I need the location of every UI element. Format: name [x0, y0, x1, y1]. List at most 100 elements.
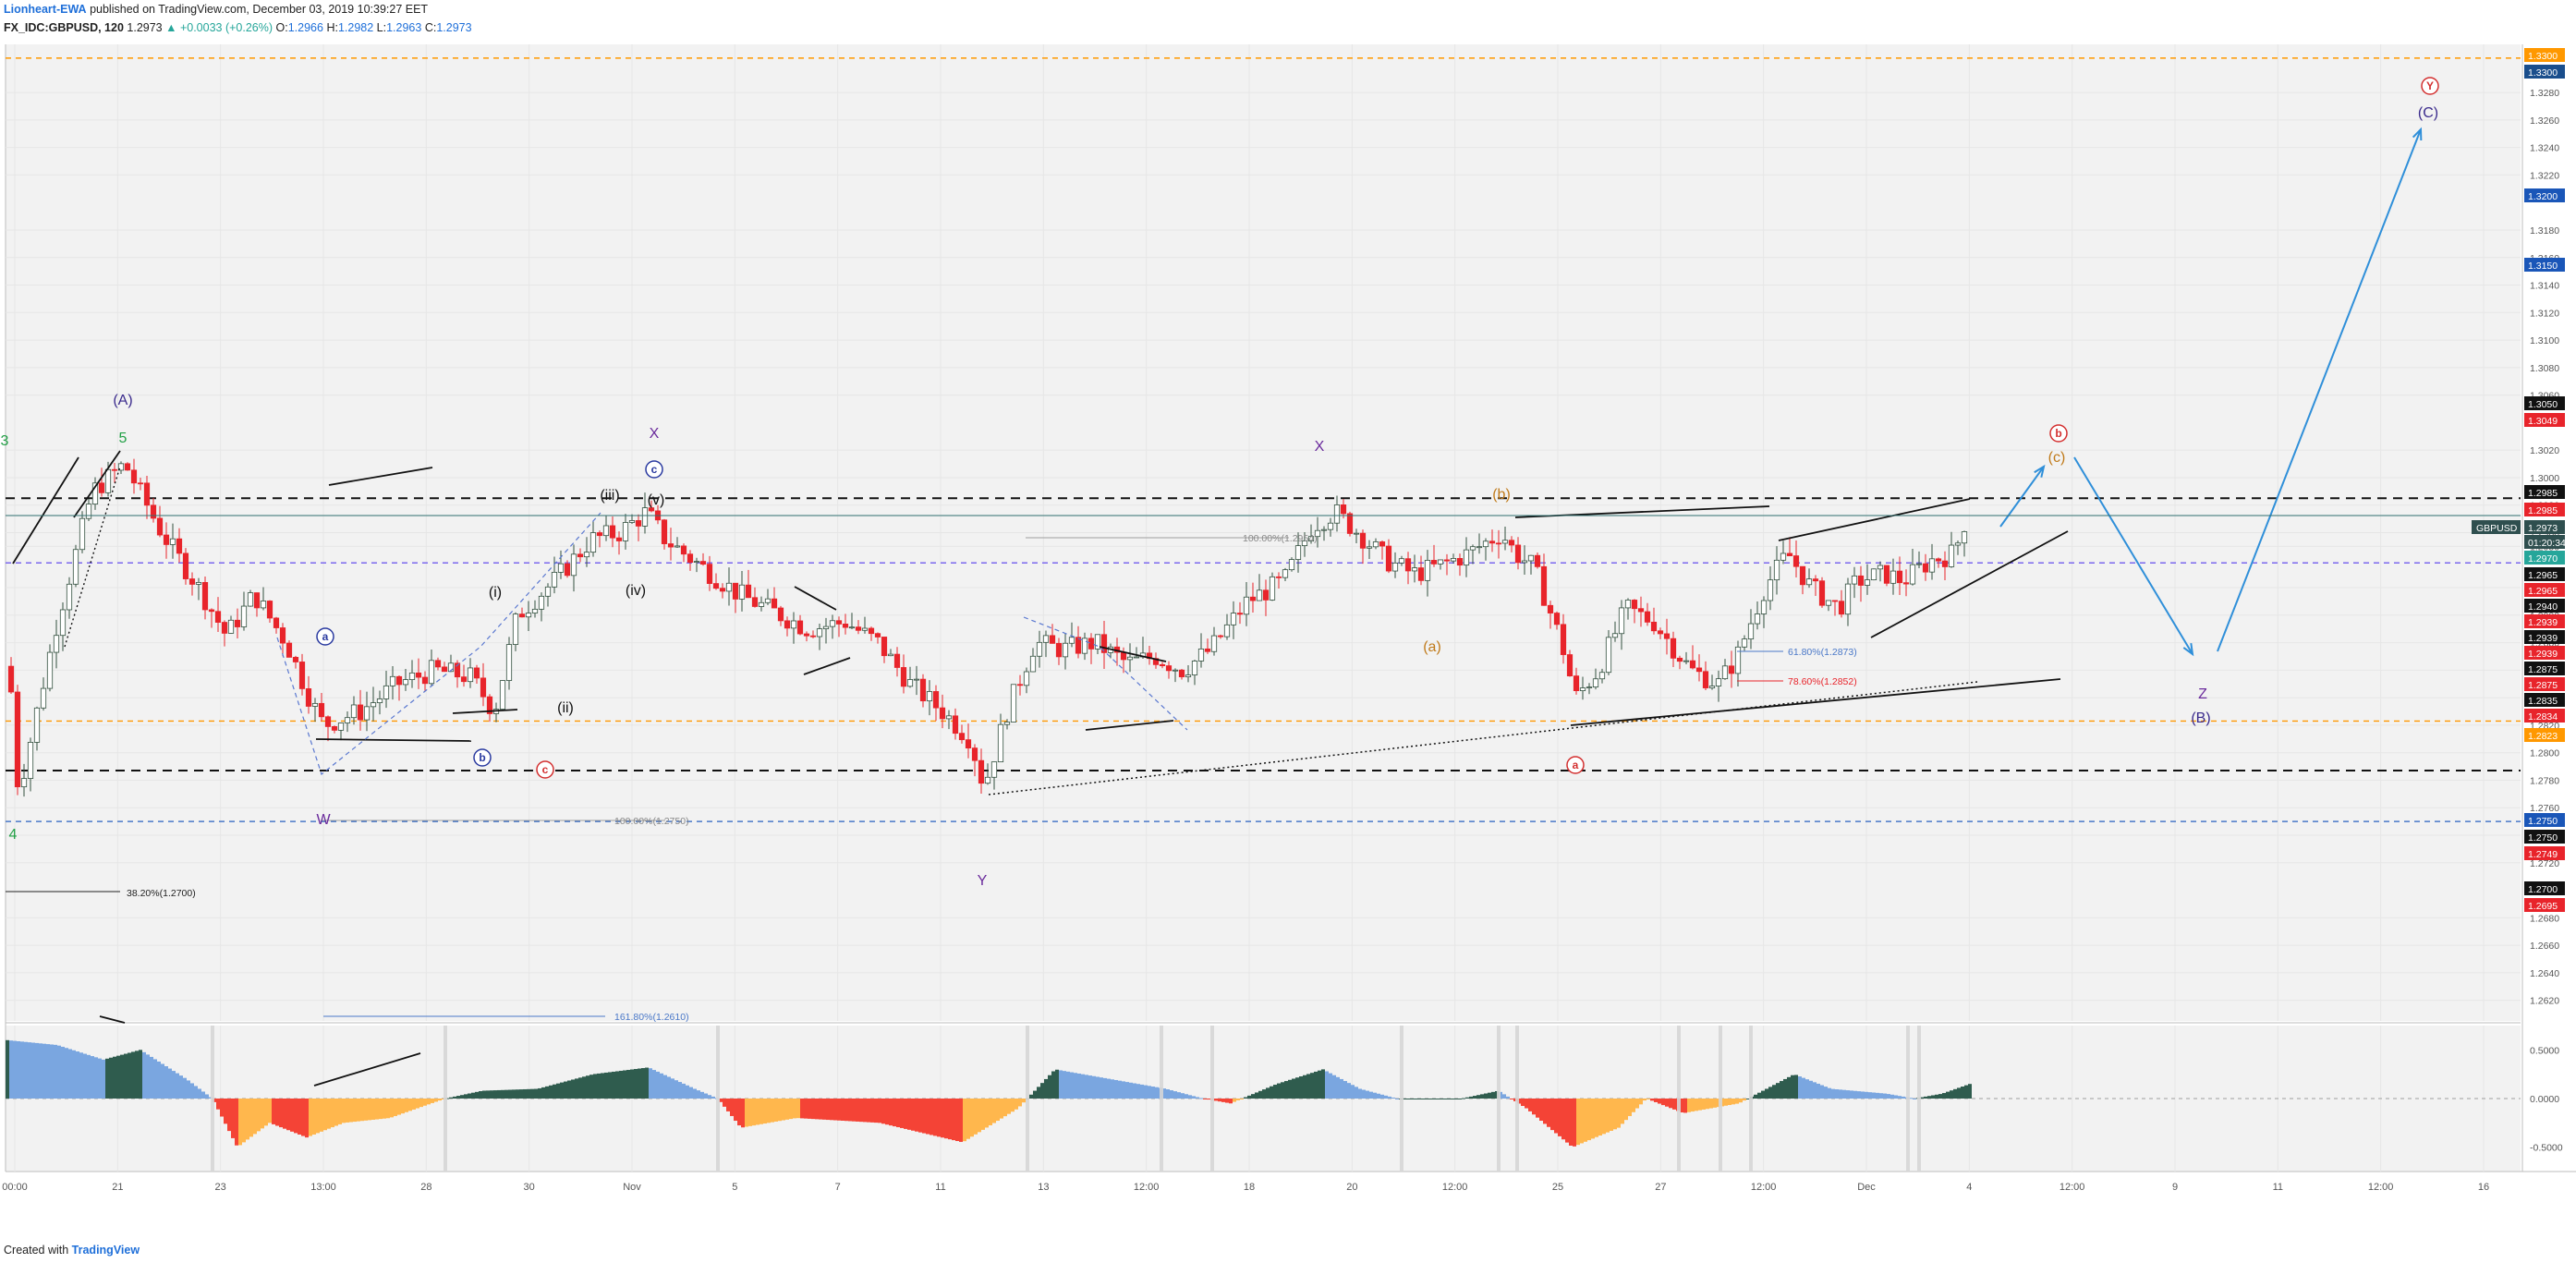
trendline[interactable]: [73, 450, 121, 518]
oscillator-bar: [1695, 1099, 1698, 1111]
oscillator-bar: [992, 1099, 996, 1123]
trendline[interactable]: [1570, 678, 2061, 726]
candle-down: [1340, 504, 1347, 515]
oscillator-bar: [623, 1070, 626, 1099]
oscillator-bar: [1765, 1088, 1768, 1099]
oscillator-bar: [682, 1083, 686, 1099]
candle-up: [1683, 660, 1690, 662]
oscillator-bar: [286, 1099, 290, 1131]
oscillator-bar: [1151, 1087, 1155, 1099]
oscillator-bar: [911, 1099, 915, 1131]
wave-path[interactable]: [276, 512, 601, 776]
oscillator-bar: [723, 1099, 726, 1107]
candle-down: [893, 653, 901, 668]
price-badge: [2524, 567, 2565, 581]
oscillator-bar: [1136, 1084, 1140, 1099]
oscillator-bar: [253, 1099, 257, 1135]
wave-label-circle: [645, 460, 663, 479]
oscillator-bar: [1724, 1099, 1728, 1106]
oscillator-bar: [1292, 1078, 1295, 1099]
oscillator-bar: [346, 1099, 349, 1123]
candle-up: [33, 707, 41, 743]
oscillator-bar: [1310, 1073, 1314, 1099]
candle-down: [564, 563, 571, 577]
candle-down: [1404, 558, 1412, 572]
header-line-2: FX_IDC:GBPUSD, 120 1.2973 ▲ +0.0033 (+0.…: [4, 18, 1297, 37]
oscillator-bar: [1015, 1099, 1018, 1110]
oscillator-tick-label: 0.5000: [2530, 1045, 2559, 1056]
trendline[interactable]: [1099, 646, 1167, 662]
oscillator-bar: [907, 1099, 911, 1130]
price-badge: [2524, 65, 2565, 79]
oscillator-bar: [1281, 1082, 1284, 1099]
x-tick-label: 20: [1346, 1182, 1357, 1193]
fib-label: 78.60%(1.2852): [1788, 676, 1857, 687]
candle-up: [1624, 600, 1632, 609]
oscillator-bar: [730, 1099, 734, 1116]
oscillator-bar: [456, 1096, 460, 1099]
price-badge: [2524, 48, 2565, 62]
oscillator-bar: [275, 1099, 279, 1126]
candle-up: [1825, 600, 1832, 606]
candle-down: [648, 507, 655, 512]
candle-down: [415, 672, 422, 678]
y-tick-label: 1.2760: [2530, 803, 2559, 814]
open-value: 1.2966: [287, 21, 323, 34]
price-badge: [2524, 677, 2565, 691]
trendline[interactable]: [328, 467, 433, 486]
candle-up: [1618, 607, 1625, 635]
oscillator-bar: [1780, 1081, 1783, 1099]
candle-down: [1922, 563, 1929, 573]
oscillator-bar: [301, 1099, 305, 1136]
trendline[interactable]: [803, 657, 851, 675]
projection-arrow-up-small[interactable]: [1999, 466, 2045, 528]
trendline[interactable]: [315, 738, 472, 742]
trendline[interactable]: [1870, 530, 2069, 638]
trendline[interactable]: [12, 456, 79, 565]
price-badge: [2524, 693, 2565, 707]
price-badge: [2524, 898, 2565, 912]
oscillator-bar: [371, 1099, 375, 1120]
trendline[interactable]: [313, 1052, 421, 1087]
candle-down: [635, 520, 642, 527]
price-badge-label: 1.3300: [2528, 51, 2558, 62]
oscillator-bar: [541, 1087, 545, 1099]
candle-up: [1042, 635, 1050, 643]
candle-down: [156, 517, 164, 536]
wave-label: c: [542, 763, 549, 776]
trendline[interactable]: [1778, 498, 1971, 541]
candle-up: [117, 463, 125, 471]
candle-up: [861, 627, 869, 631]
price-badge: [2524, 646, 2565, 660]
trendline[interactable]: [794, 586, 837, 611]
oscillator-bar: [933, 1099, 937, 1136]
dotted-trendline[interactable]: [64, 466, 121, 648]
author-link[interactable]: Lionheart-EWA: [4, 3, 87, 16]
x-tick-label: 18: [1244, 1182, 1255, 1193]
oscillator-bar: [819, 1099, 822, 1120]
trendline[interactable]: [99, 1015, 126, 1024]
oscillator-bar: [1088, 1075, 1092, 1099]
candle-down: [615, 537, 623, 541]
trendline[interactable]: [1085, 720, 1174, 731]
oscillator-bar: [1902, 1096, 1905, 1099]
projection-arrow-up-large[interactable]: [2217, 128, 2422, 652]
oscillator-marker: [1160, 1026, 1163, 1172]
trendline[interactable]: [452, 709, 518, 714]
candle-down: [357, 704, 364, 721]
oscillator-bar: [379, 1099, 383, 1120]
candle-down: [273, 617, 280, 628]
candle-down: [1657, 630, 1664, 635]
oscillator-bar: [1480, 1094, 1484, 1099]
oscillator-bar: [1802, 1077, 1805, 1099]
oscillator-bar: [1465, 1097, 1469, 1099]
candle-up: [350, 704, 358, 719]
oscillator-bar: [438, 1099, 442, 1101]
wave-label: Z: [2198, 686, 2207, 702]
price-badge-label: 1.2835: [2528, 696, 2558, 707]
wave-path[interactable]: [1023, 616, 1188, 731]
projection-arrow-down[interactable]: [2073, 456, 2193, 655]
candle-up: [91, 482, 99, 505]
tradingview-logo-link[interactable]: TradingView: [71, 1244, 140, 1257]
